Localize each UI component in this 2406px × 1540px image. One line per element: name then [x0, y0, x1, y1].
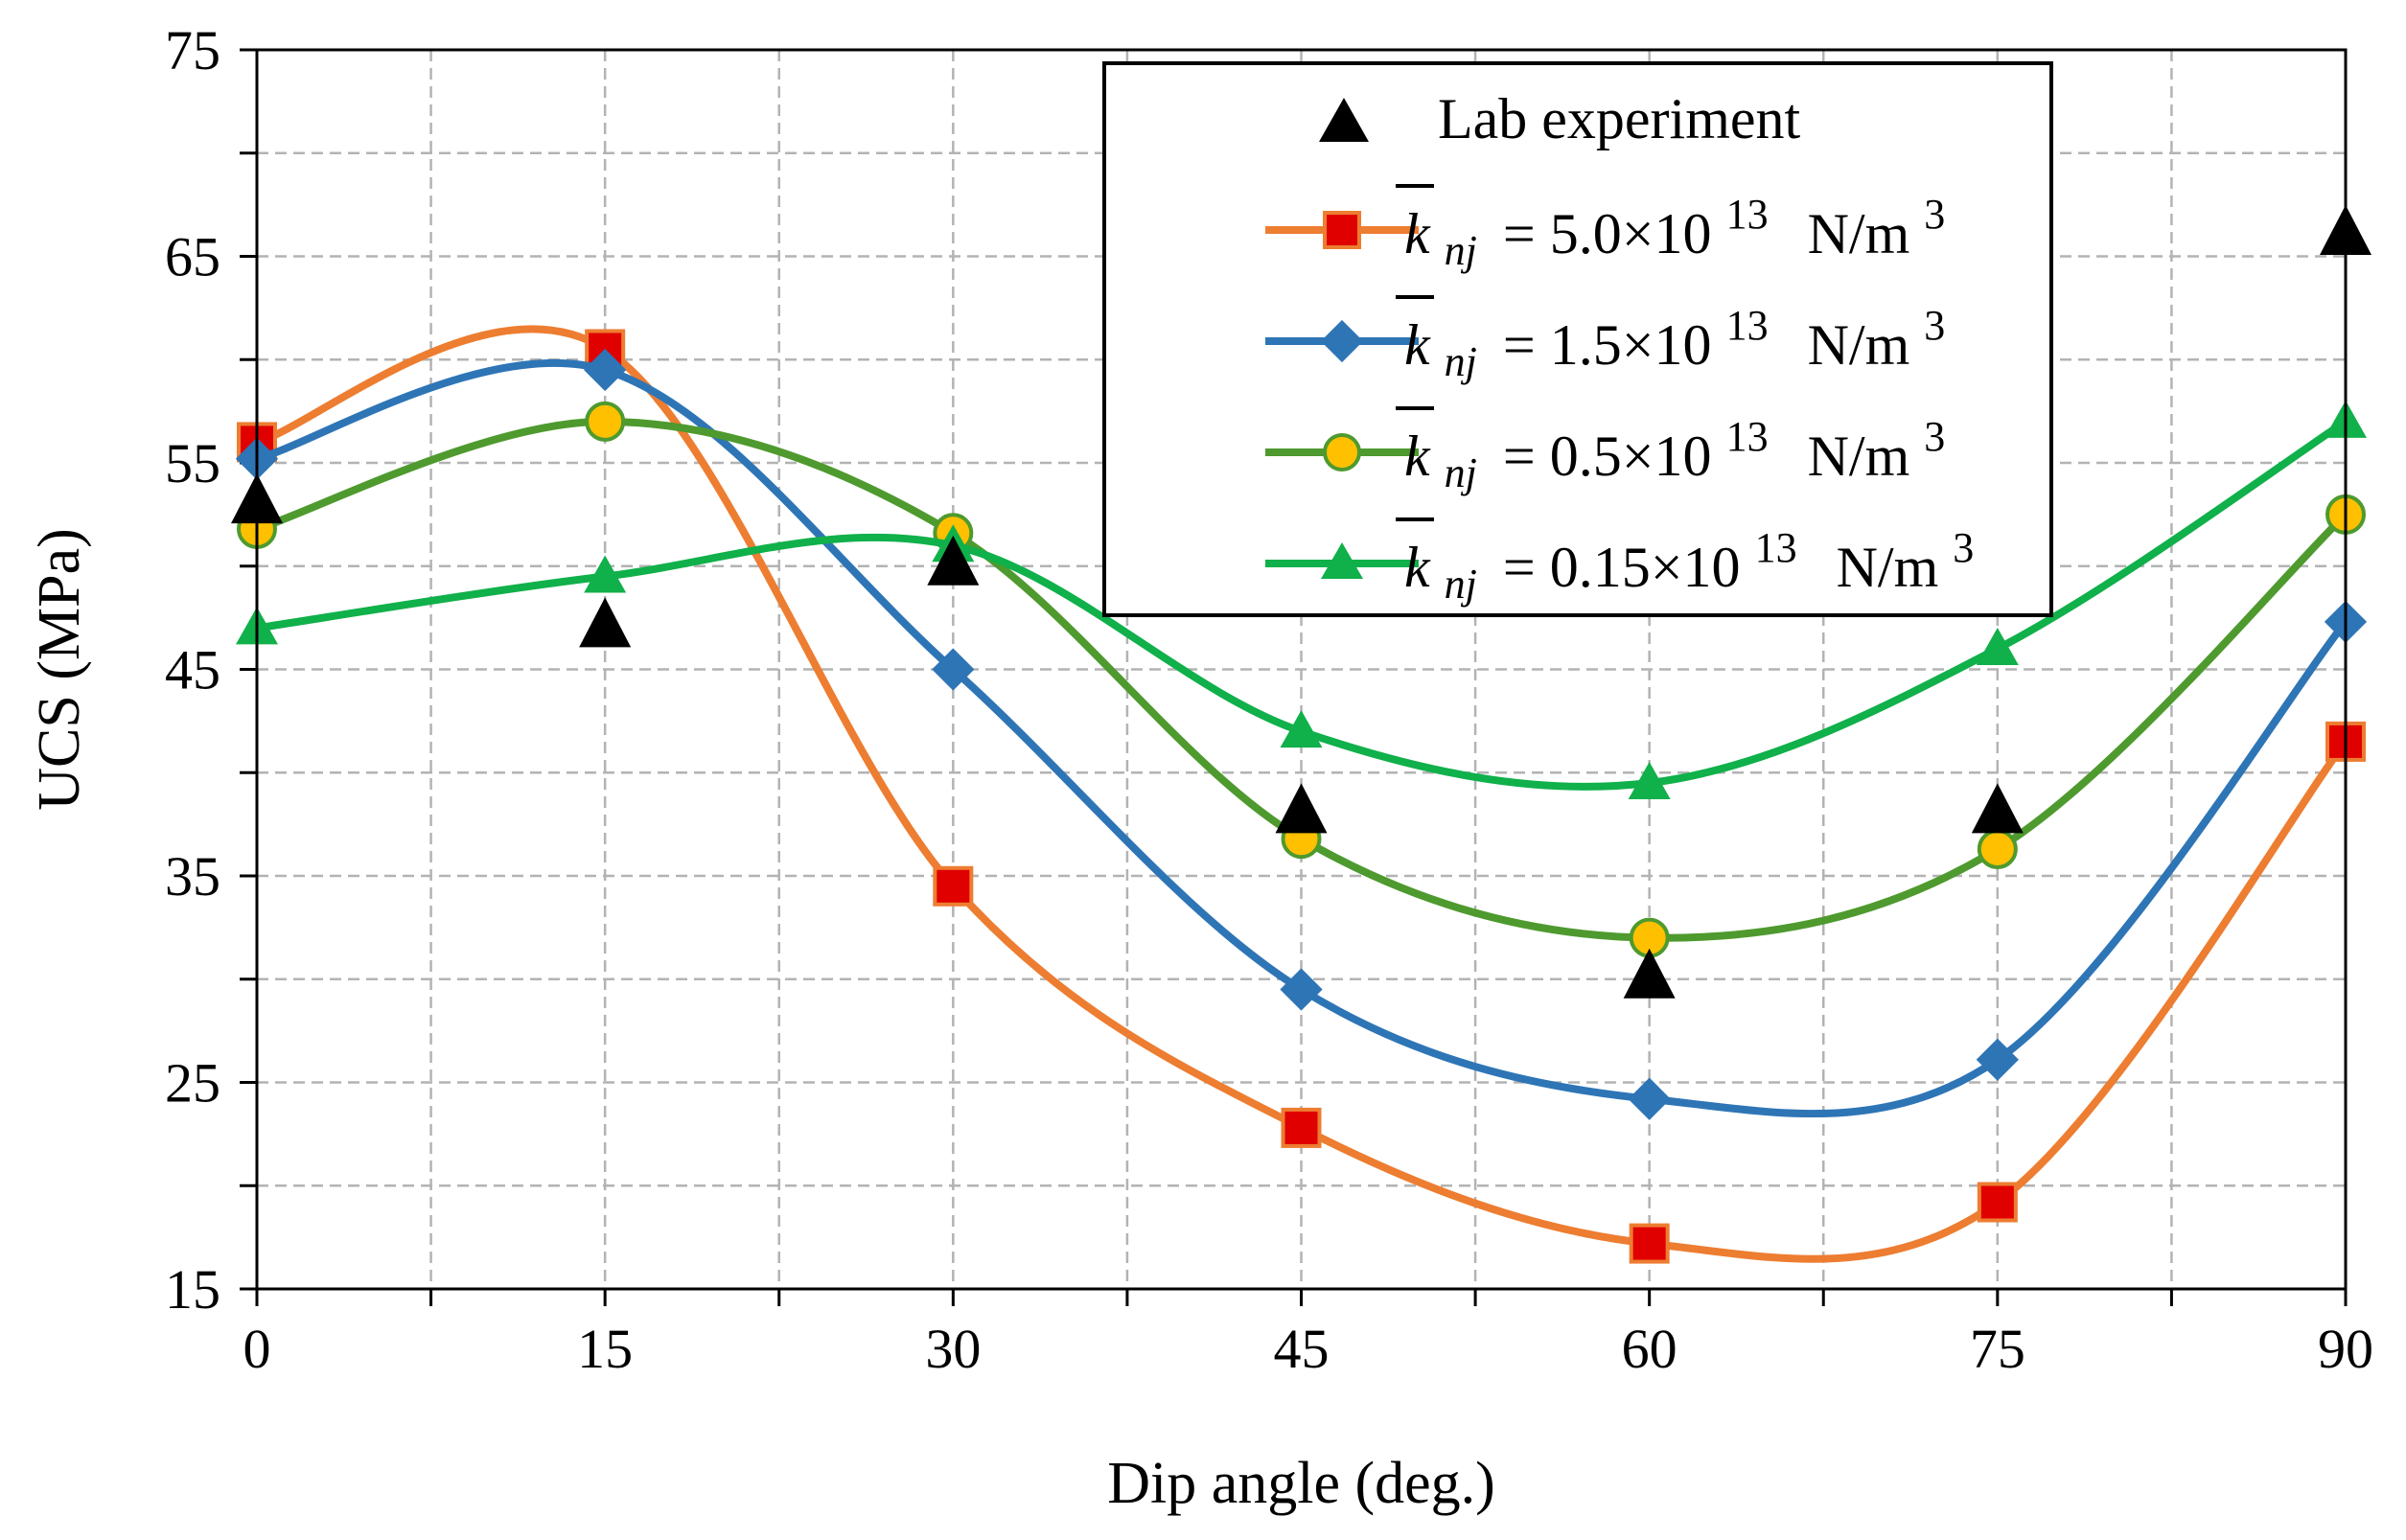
lab-experiment-point	[1971, 783, 2024, 834]
legend-kn-1-5-value: = 1.5×10	[1503, 313, 1712, 377]
legend-kn-1-5-exponent: 13	[1726, 302, 1769, 349]
legend-kn-1-5-symbol: k	[1404, 313, 1431, 377]
lab-experiment-point	[1275, 783, 1328, 834]
legend-kn-0-15-symbol: k	[1404, 536, 1431, 599]
legend-kn-1-5-diamond-marker	[1320, 319, 1364, 363]
legend-kn-5-unit: N/m	[1808, 202, 1910, 265]
legend-kn-1-5-unit-exponent: 3	[1924, 302, 1945, 349]
legend-kn-0-5-circle-marker	[1323, 433, 1361, 471]
series-kn-1-5-point	[1976, 1038, 2019, 1081]
x-tick-label: 0	[243, 1318, 271, 1380]
lab-experiment-point	[927, 535, 980, 586]
x-tick-label: 15	[577, 1318, 633, 1380]
legend-kn-5-value: = 5.0×10	[1503, 202, 1712, 265]
lab-experiment-point	[1623, 948, 1676, 999]
series-kn-5-point	[1629, 1223, 1670, 1264]
x-tick-label: 90	[2318, 1318, 2373, 1380]
legend-kn-0-5-exponent: 13	[1726, 413, 1769, 460]
legend-kn-1-5-subscript: nj	[1445, 338, 1477, 385]
legend-kn-0-15-subscript: nj	[1445, 561, 1477, 608]
legend-kn-5-unit-exponent: 3	[1924, 191, 1945, 238]
y-tick-label: 55	[165, 432, 220, 494]
x-tick-label: 30	[925, 1318, 981, 1380]
legend-kn-5-label: k nj = 5.0×10 13 N/m 3	[1404, 177, 1945, 277]
y-tick-label: 65	[165, 226, 220, 288]
legend-kn-0-15-value: = 0.15×10	[1503, 536, 1741, 599]
legend-kn-0-5-label: k nj = 0.5×10 13 N/m 3	[1404, 400, 1945, 499]
series-kn-5-point	[1281, 1107, 1322, 1148]
legend-kn-0-5-subscript: nj	[1445, 449, 1477, 496]
series-kn-5-point	[1977, 1182, 2018, 1223]
series-kn-5-point	[933, 865, 974, 907]
x-tick-label: 45	[1274, 1318, 1330, 1380]
y-tick-label: 25	[165, 1052, 220, 1115]
series-kn-0-15-point	[1976, 627, 2019, 665]
legend-entry-lab: Lab experiment	[1319, 87, 1800, 150]
legend-kn-0-5-symbol: k	[1404, 425, 1431, 488]
legend-kn-0-15-triangle-marker	[1321, 542, 1363, 579]
legend-kn-0-5-unit: N/m	[1808, 425, 1910, 488]
series-kn-1-5-point	[584, 348, 627, 392]
legend-box	[1102, 61, 2053, 617]
legend-kn-0-5-unit-exponent: 3	[1924, 413, 1945, 460]
series-kn-0-5-point	[585, 401, 626, 442]
y-tick-label: 45	[165, 639, 220, 701]
legend-kn-1-5-label: k nj = 1.5×10 13 N/m 3	[1404, 288, 1945, 388]
series-kn-0-15-point	[1280, 710, 1323, 748]
x-tick-label: 60	[1622, 1318, 1677, 1380]
legend-kn-0-15-unit-exponent: 3	[1953, 524, 1974, 571]
legend-kn-5-subscript: nj	[1445, 227, 1477, 274]
y-axis-ticks: 15 25 35 45 55 65 75	[165, 19, 257, 1321]
series-kn-0-15-point	[584, 555, 627, 593]
series-kn-1-5-point	[932, 648, 975, 691]
series-layer	[235, 325, 2368, 1264]
y-tick-label: 15	[165, 1258, 220, 1321]
legend: Lab experiment k nj = 5.0×10 13 N/m 3 k …	[1102, 61, 2053, 617]
series-kn-0-5-point	[1977, 828, 2018, 869]
legend-entry-kn-0-5: k nj = 0.5×10 13 N/m 3	[1265, 400, 1945, 499]
y-tick-label: 35	[165, 845, 220, 908]
y-axis-title: UCS (MPa)	[27, 528, 92, 811]
legend-kn-5-square-marker	[1323, 211, 1361, 249]
series-kn-1-5-point	[1628, 1077, 1671, 1120]
legend-kn-1-5-unit: N/m	[1808, 313, 1910, 377]
series-kn-0-15-point	[1628, 762, 1671, 800]
legend-entry-kn-0-15: k nj = 0.15×10 13 N/m 3	[1265, 511, 1974, 610]
series-kn-1-5-point	[1280, 968, 1323, 1011]
y-tick-label: 75	[165, 19, 220, 81]
legend-kn-0-15-exponent: 13	[1755, 524, 1797, 571]
plot-frame	[255, 48, 2348, 1291]
legend-entry-kn-1-5: k nj = 1.5×10 13 N/m 3	[1265, 288, 1945, 388]
x-tick-label: 75	[1970, 1318, 2025, 1380]
x-axis-ticks: 0 15 30 45 60 75 90	[243, 1289, 2373, 1380]
legend-kn-0-15-label: k nj = 0.15×10 13 N/m 3	[1404, 511, 1974, 610]
legend-entry-kn-5: k nj = 5.0×10 13 N/m 3	[1265, 177, 1945, 277]
x-axis-title: Dip angle (deg.)	[1107, 1451, 1495, 1516]
legend-kn-0-15-unit: N/m	[1837, 536, 1939, 599]
legend-kn-5-symbol: k	[1404, 202, 1431, 265]
legend-kn-5-exponent: 13	[1726, 191, 1769, 238]
legend-kn-0-5-value: = 0.5×10	[1503, 425, 1712, 488]
legend-lab-triangle-marker	[1319, 98, 1369, 142]
lab-experiment-point	[579, 597, 632, 648]
legend-lab-label: Lab experiment	[1438, 87, 1800, 150]
